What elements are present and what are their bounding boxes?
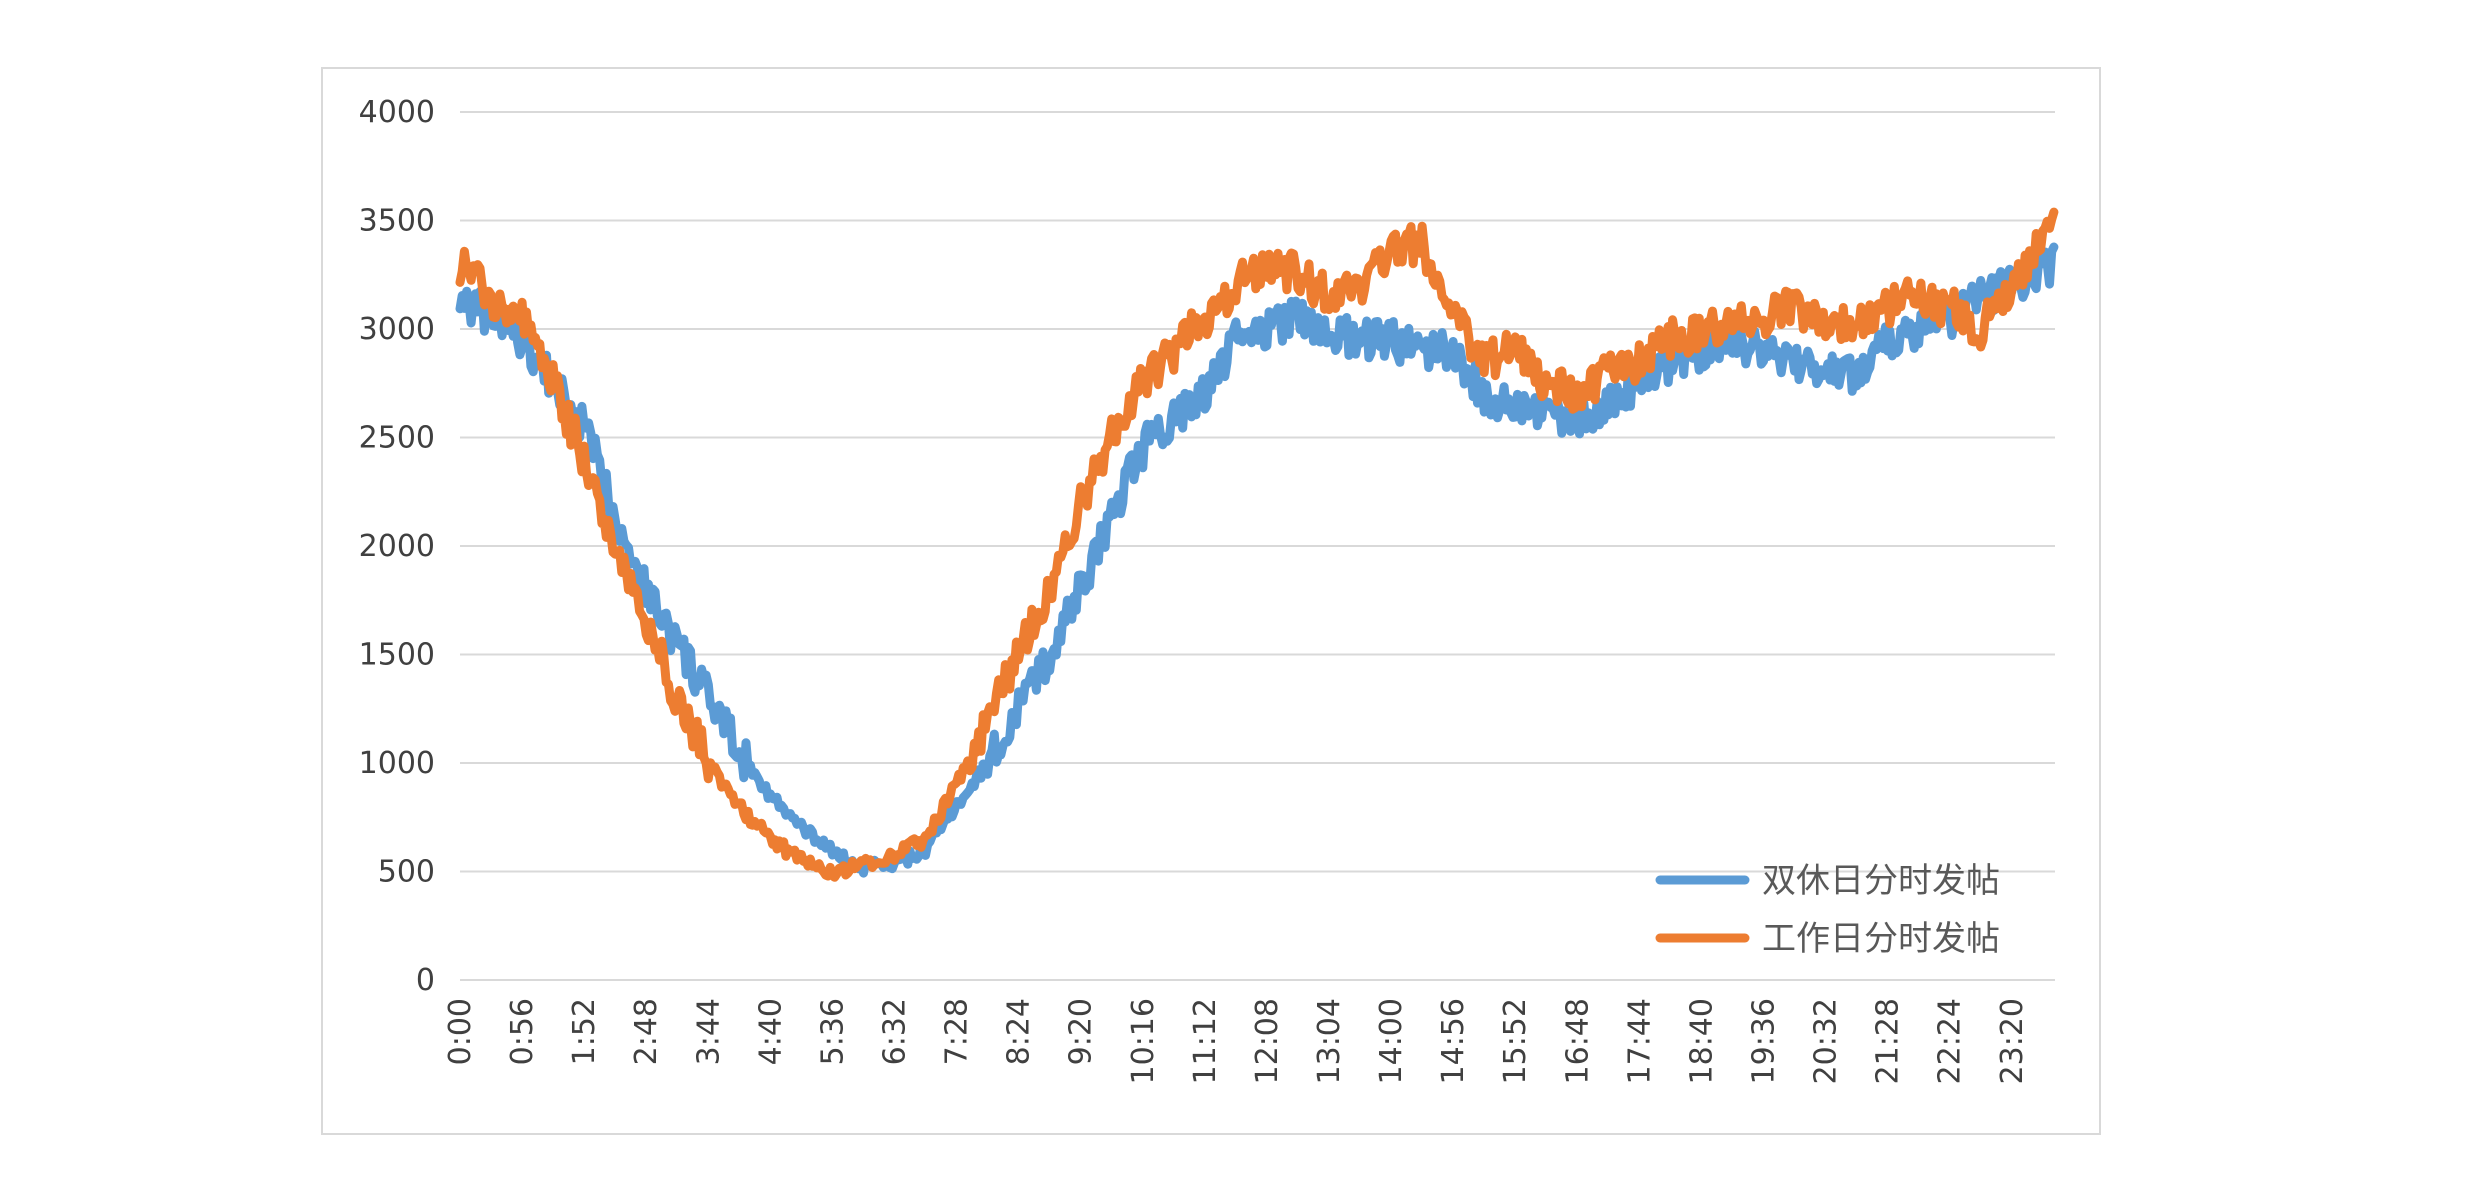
x-tick-label: 22:24 xyxy=(1933,998,1968,1084)
x-tick-label: 4:40 xyxy=(753,998,788,1065)
x-tick-label: 11:12 xyxy=(1188,998,1223,1084)
series-lines xyxy=(455,207,2059,882)
legend-label-0: 双休日分时发帖 xyxy=(1762,861,2000,901)
y-tick-label: 0 xyxy=(416,963,435,998)
x-tick-label: 10:16 xyxy=(1126,998,1161,1084)
legend-label-1: 工作日分时发帖 xyxy=(1762,919,2000,959)
series-line-1 xyxy=(455,207,2059,882)
x-tick-label: 6:32 xyxy=(877,998,912,1065)
x-tick-label: 1:52 xyxy=(567,998,602,1065)
x-tick-label: 7:28 xyxy=(940,998,975,1065)
x-tick-label: 8:24 xyxy=(1002,998,1037,1065)
x-tick-label: 3:44 xyxy=(691,998,726,1065)
x-tick-label: 21:28 xyxy=(1871,998,1906,1084)
x-tick-label: 0:56 xyxy=(505,998,540,1065)
y-tick-label: 1500 xyxy=(359,638,435,673)
series-line-0 xyxy=(455,242,2059,878)
x-tick-label: 14:00 xyxy=(1374,998,1409,1084)
x-tick-label: 20:32 xyxy=(1809,998,1844,1084)
x-tick-label: 15:52 xyxy=(1498,998,1533,1084)
y-tick-label: 2000 xyxy=(359,529,435,564)
x-tick-label: 18:40 xyxy=(1684,998,1719,1084)
x-tick-label: 9:20 xyxy=(1064,998,1099,1065)
x-tick-label: 13:04 xyxy=(1312,998,1347,1084)
x-tick-label: 2:48 xyxy=(629,998,664,1065)
y-tick-label: 3500 xyxy=(359,204,435,239)
y-axis-ticks: 0 500 1000 1500 2000 2500 3000 3500 4000 xyxy=(359,95,435,998)
x-tick-label: 0:00 xyxy=(443,998,478,1065)
y-tick-label: 4000 xyxy=(359,95,435,130)
x-tick-label: 5:36 xyxy=(815,998,850,1065)
y-tick-label: 3000 xyxy=(359,312,435,347)
y-tick-label: 500 xyxy=(378,855,435,890)
x-tick-label: 16:48 xyxy=(1560,998,1595,1084)
x-tick-label: 14:56 xyxy=(1436,998,1471,1084)
gridlines xyxy=(460,111,2055,981)
x-tick-label: 12:08 xyxy=(1250,998,1285,1084)
x-axis-ticks: 0:00 0:56 1:52 2:48 3:44 4:40 5:36 6:32 7:28 8:24… xyxy=(443,998,2030,1084)
x-tick-label: 17:44 xyxy=(1622,998,1657,1084)
x-tick-label: 23:20 xyxy=(1995,998,2030,1084)
y-tick-label: 1000 xyxy=(359,746,435,781)
y-tick-label: 2500 xyxy=(359,421,435,456)
plot-area-border xyxy=(321,67,2101,1135)
x-tick-label: 19:36 xyxy=(1746,998,1781,1084)
